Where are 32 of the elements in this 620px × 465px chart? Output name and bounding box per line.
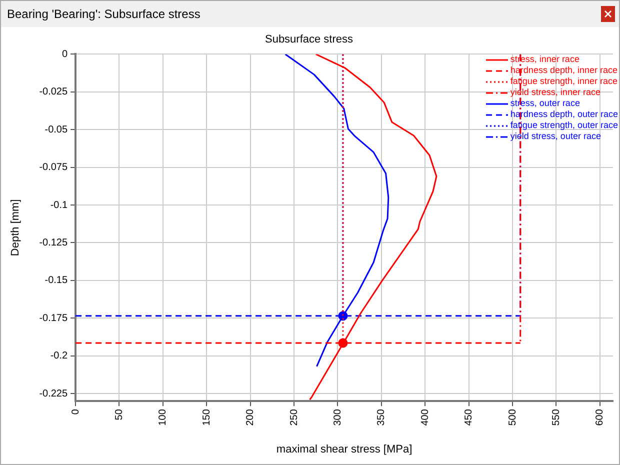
chart-subtitle: Subsurface stress: [264, 34, 354, 46]
x-tick-label: 200: [245, 408, 256, 426]
chart-title: Bearing 'Bearing': Subsurface stress: [7, 7, 200, 21]
x-tick-label: 500: [507, 408, 518, 426]
x-tick-label: 550: [550, 408, 562, 426]
y-tick-label: -0.175: [39, 312, 68, 324]
x-tick-label: 150: [201, 408, 212, 426]
legend-label: yield stress, outer race: [510, 131, 601, 142]
x-tick-label: 350: [376, 408, 388, 426]
y-tick-label: -0.1: [50, 200, 68, 211]
x-tick-label: 450: [464, 408, 475, 426]
y-tick-label: -0.15: [44, 275, 68, 286]
x-axis-title: maximal shear stress [MPa]: [276, 443, 412, 456]
y-tick-label: -0.2: [50, 350, 68, 362]
x-tick-label: 300: [332, 408, 344, 426]
x-tick-label: 400: [420, 408, 431, 426]
y-tick-label: -0.225: [39, 388, 68, 400]
y-tick-label: -0.05: [44, 124, 68, 136]
y-tick-label: -0.125: [39, 237, 68, 248]
legend-label: fatigue strength, outer race: [510, 120, 618, 132]
y-tick-label: -0.075: [39, 162, 68, 174]
y-tick-label: -0.025: [39, 86, 68, 98]
x-tick-label: 600: [594, 408, 606, 426]
x-tick-label: 0: [70, 408, 82, 415]
x-tick-label: 250: [288, 408, 300, 426]
x-tick-label: 100: [158, 408, 169, 426]
legend-label: stress, outer race: [510, 98, 580, 110]
y-axis-title: Depth [mm]: [10, 199, 22, 256]
legend-label: yield stress, inner race: [510, 87, 600, 98]
x-tick-label: 50: [114, 408, 125, 420]
legend-label: fatigue strength, inner race: [510, 76, 618, 88]
y-tick-label: 0: [62, 48, 68, 60]
